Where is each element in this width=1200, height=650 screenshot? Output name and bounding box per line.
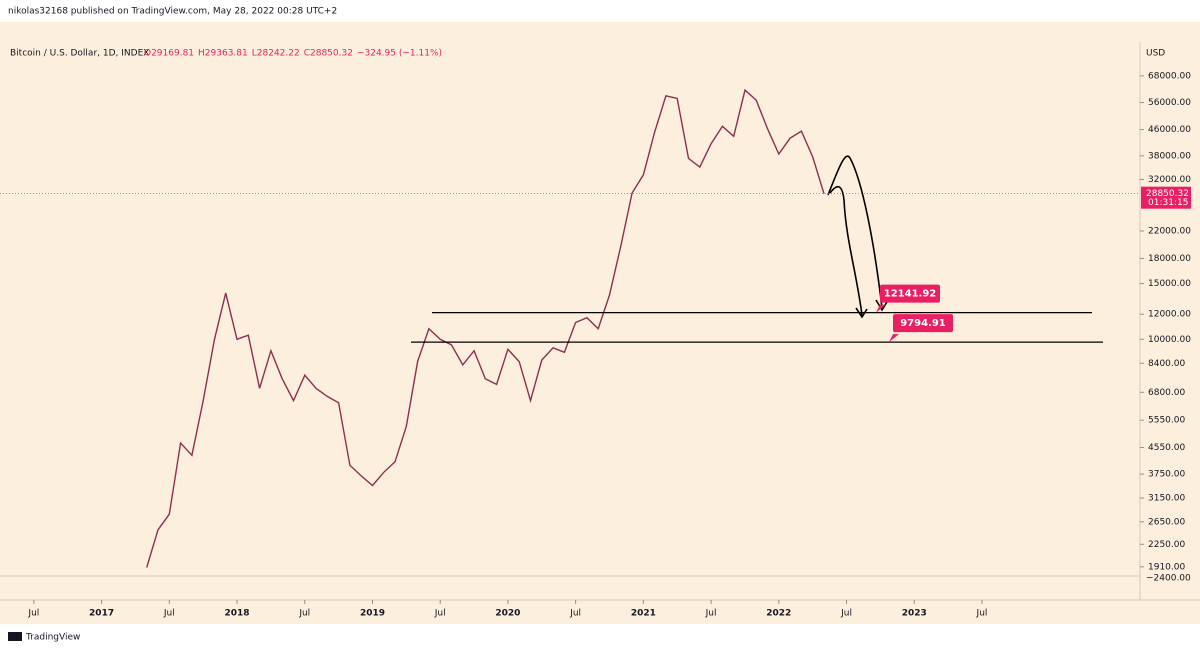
y-tick-label: 22000.00: [1148, 226, 1191, 236]
countdown: 01:31:15: [1148, 198, 1188, 208]
x-tick-label: Jul: [163, 609, 175, 619]
x-tick-label: 2019: [360, 609, 385, 619]
level-tag: [880, 284, 940, 303]
x-tick-label: 2018: [224, 609, 249, 619]
ohlc-value: H29363.81: [198, 49, 248, 59]
x-tick-label: Jul: [705, 609, 717, 619]
price-line: [146, 88, 825, 568]
callout-pointer: [889, 334, 899, 343]
y-tick-label: 56000.00: [1148, 98, 1191, 108]
level-tag: [893, 314, 953, 333]
y-tick-label: 15000.00: [1148, 279, 1191, 289]
y-tick-label: 32000.00: [1148, 175, 1191, 185]
x-tick-label: Jul: [298, 609, 310, 619]
y-tick-label: 2250.00: [1148, 540, 1185, 550]
y-tick-label: 10000.00: [1148, 335, 1191, 345]
ohlc-value: O29169.81: [144, 49, 194, 59]
y-tick-label: 8400.00: [1148, 359, 1185, 369]
drawn-arrow: [829, 185, 863, 316]
x-tick-label: Jul: [840, 609, 852, 619]
x-tick-label: Jul: [569, 609, 581, 619]
x-tick-label: 2022: [766, 609, 791, 619]
y-tick-label: 18000.00: [1148, 254, 1191, 264]
ohlc-value: L28242.22: [252, 49, 300, 59]
level-label: 9794.91: [900, 318, 946, 329]
x-tick-label: 2023: [902, 609, 927, 619]
publisher: nikolas32168 published on TradingView.co…: [8, 7, 337, 17]
y-unit: USD: [1146, 49, 1165, 59]
y-tick-label: 12000.00: [1148, 310, 1191, 320]
drawn-arrow: [827, 155, 883, 309]
y-tick-label: 2650.00: [1148, 517, 1185, 527]
x-tick-label: 2017: [89, 609, 114, 619]
y-tick-label: 4550.00: [1148, 443, 1185, 453]
x-tick-label: 2021: [631, 609, 656, 619]
x-tick-label: 2020: [495, 609, 520, 619]
last-price-box: [1141, 186, 1191, 209]
y-tick-label: 5550.00: [1148, 416, 1185, 426]
x-tick-label: Jul: [434, 609, 446, 619]
last-price-label: 28850.32: [1146, 189, 1189, 199]
arrow-head: [855, 307, 868, 319]
y-tick-label: 1910.00: [1148, 562, 1185, 572]
y-tick-label: 6800.00: [1148, 388, 1185, 398]
y-tick-label: 3750.00: [1148, 470, 1185, 480]
level-label: 12141.92: [884, 289, 937, 300]
y-tick-label: 38000.00: [1148, 151, 1191, 161]
x-tick-label: Jul: [27, 609, 39, 619]
logo-icon: [8, 632, 22, 641]
bottom-label: −2400.00: [1146, 574, 1191, 584]
y-tick-label: 68000.00: [1148, 71, 1191, 81]
callout-pointer: [876, 304, 886, 313]
y-tick-label: 46000.00: [1148, 125, 1191, 135]
ohlc: O29169.81 H29363.81 L28242.22 C28850.32 −324…: [144, 49, 442, 59]
x-tick-label: Jul: [976, 609, 988, 619]
symbol-title: Bitcoin / U.S. Dollar, 1D, INDEX: [10, 49, 149, 59]
ohlc-value: −324.95 (−1.11%): [357, 49, 442, 59]
footer: TradingView: [25, 633, 80, 643]
ohlc-value: C28850.32: [304, 49, 353, 59]
y-tick-label: 3150.00: [1148, 494, 1185, 504]
